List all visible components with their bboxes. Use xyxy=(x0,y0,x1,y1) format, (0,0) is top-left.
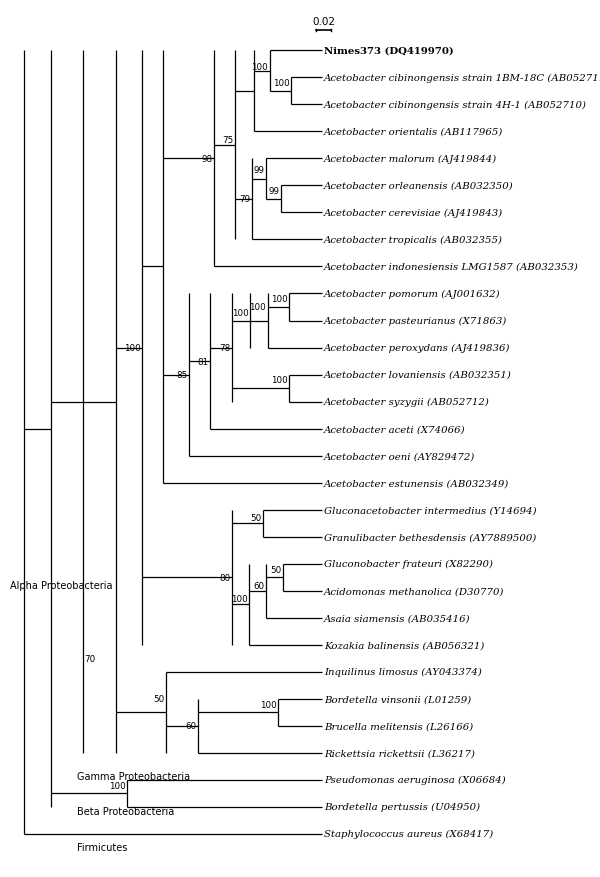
Text: 99: 99 xyxy=(254,166,265,175)
Text: 50: 50 xyxy=(154,695,165,703)
Text: 100: 100 xyxy=(271,376,288,385)
Text: 50: 50 xyxy=(270,565,281,574)
Text: 60: 60 xyxy=(185,722,196,731)
Text: Kozakia balinensis (AB056321): Kozakia balinensis (AB056321) xyxy=(324,640,485,649)
Text: 81: 81 xyxy=(197,357,208,366)
Text: 99: 99 xyxy=(268,187,280,196)
Text: 60: 60 xyxy=(253,581,264,590)
Text: 85: 85 xyxy=(176,371,187,380)
Text: 75: 75 xyxy=(223,136,233,145)
Text: Firmicutes: Firmicutes xyxy=(77,842,128,852)
Text: Gluconacetobacter intermedius (Y14694): Gluconacetobacter intermedius (Y14694) xyxy=(324,505,537,515)
Text: Granulibacter bethesdensis (AY7889500): Granulibacter bethesdensis (AY7889500) xyxy=(324,532,536,541)
Text: Acetobacter cibinongensis strain 1BM-18C (AB052711): Acetobacter cibinongensis strain 1BM-18C… xyxy=(324,74,600,82)
Text: Asaia siamensis (AB035416): Asaia siamensis (AB035416) xyxy=(324,613,471,623)
Text: Brucella melitensis (L26166): Brucella melitensis (L26166) xyxy=(324,722,473,731)
Text: Acetobacter cerevisiae (AJ419843): Acetobacter cerevisiae (AJ419843) xyxy=(324,209,503,217)
Text: 50: 50 xyxy=(251,514,262,523)
Text: 100: 100 xyxy=(250,303,266,312)
Text: 0.02: 0.02 xyxy=(312,17,335,26)
Text: Acetobacter indonesiensis LMG1587 (AB032353): Acetobacter indonesiensis LMG1587 (AB032… xyxy=(324,263,579,272)
Text: Acetobacter oeni (AY829472): Acetobacter oeni (AY829472) xyxy=(324,452,476,460)
Text: Acidomonas methanolica (D30770): Acidomonas methanolica (D30770) xyxy=(324,587,505,595)
Text: 100: 100 xyxy=(273,79,290,89)
Text: Acetobacter cibinongensis strain 4H-1 (AB052710): Acetobacter cibinongensis strain 4H-1 (A… xyxy=(324,101,587,110)
Text: 100: 100 xyxy=(231,595,248,603)
Text: Acetobacter syzygii (AB052712): Acetobacter syzygii (AB052712) xyxy=(324,397,490,407)
Text: Acetobacter malorum (AJ419844): Acetobacter malorum (AJ419844) xyxy=(324,154,497,164)
Text: Bordetella vinsonii (L01259): Bordetella vinsonii (L01259) xyxy=(324,695,472,703)
Text: Acetobacter orleanensis (AB032350): Acetobacter orleanensis (AB032350) xyxy=(324,182,514,190)
Text: Rickettsia rickettsii (L36217): Rickettsia rickettsii (L36217) xyxy=(324,748,475,758)
Text: Gamma Proteobacteria: Gamma Proteobacteria xyxy=(77,771,190,781)
Text: 100: 100 xyxy=(109,781,125,789)
Text: Staphylococcus aureus (X68417): Staphylococcus aureus (X68417) xyxy=(324,829,493,838)
Text: 79: 79 xyxy=(239,196,251,204)
Text: Pseudomonas aeruginosa (X06684): Pseudomonas aeruginosa (X06684) xyxy=(324,775,506,784)
Text: Bordetella pertussis (U04950): Bordetella pertussis (U04950) xyxy=(324,802,480,811)
Text: 100: 100 xyxy=(232,309,248,317)
Text: Beta Proteobacteria: Beta Proteobacteria xyxy=(77,806,175,816)
Text: 100: 100 xyxy=(251,63,268,72)
Text: 100: 100 xyxy=(124,344,141,353)
Text: Gluconobacter frateuri (X82290): Gluconobacter frateuri (X82290) xyxy=(324,560,493,568)
Text: 100: 100 xyxy=(260,700,277,709)
Text: Acetobacter lovaniensis (AB032351): Acetobacter lovaniensis (AB032351) xyxy=(324,371,512,380)
Text: Acetobacter pomorum (AJ001632): Acetobacter pomorum (AJ001632) xyxy=(324,289,501,299)
Text: Alpha Proteobacteria: Alpha Proteobacteria xyxy=(10,581,113,590)
Text: Acetobacter peroxydans (AJ419836): Acetobacter peroxydans (AJ419836) xyxy=(324,344,511,353)
Text: Acetobacter tropicalis (AB032355): Acetobacter tropicalis (AB032355) xyxy=(324,236,503,245)
Text: 80: 80 xyxy=(220,573,231,582)
Text: Acetobacter estunensis (AB032349): Acetobacter estunensis (AB032349) xyxy=(324,479,509,488)
Text: 100: 100 xyxy=(271,295,288,304)
Text: Acetobacter aceti (X74066): Acetobacter aceti (X74066) xyxy=(324,424,466,433)
Text: 78: 78 xyxy=(219,344,230,353)
Text: Acetobacter orientalis (AB117965): Acetobacter orientalis (AB117965) xyxy=(324,128,503,137)
Text: 70: 70 xyxy=(84,654,95,663)
Text: Nimes373 (DQ419970): Nimes373 (DQ419970) xyxy=(324,46,454,56)
Text: Inquilinus limosus (AY043374): Inquilinus limosus (AY043374) xyxy=(324,667,482,676)
Text: Acetobacter pasteurianus (X71863): Acetobacter pasteurianus (X71863) xyxy=(324,317,508,325)
Text: 98: 98 xyxy=(201,154,212,164)
